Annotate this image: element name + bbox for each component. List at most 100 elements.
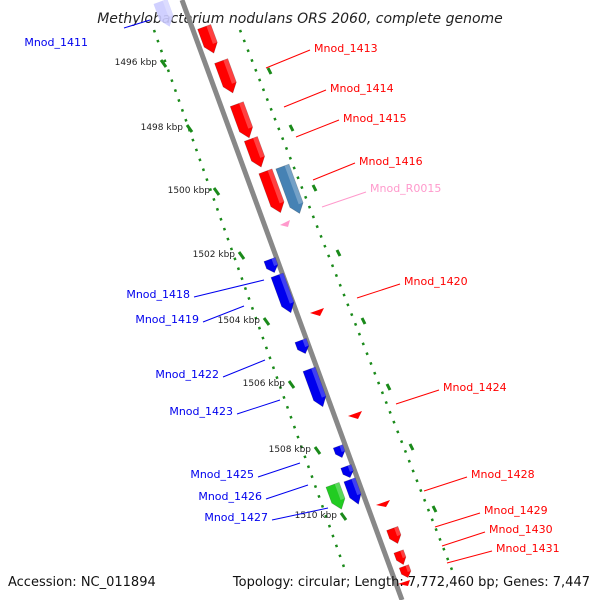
gene-label[interactable]: Mnod_1430 <box>489 523 553 536</box>
gene-1424-marker[interactable] <box>348 411 362 419</box>
gene-1416-feature-shape <box>258 168 285 214</box>
gene-leader-line <box>283 89 327 108</box>
gene-1420-marker[interactable] <box>310 308 324 316</box>
ruler-tick <box>408 443 415 451</box>
kbp-tick <box>313 446 322 455</box>
gene-1430-feature[interactable] <box>393 549 408 567</box>
gene-1419-feature-shape <box>270 272 295 314</box>
gene-label[interactable]: Mnod_1411 <box>24 36 88 49</box>
gene-1414-feature-shape <box>214 58 237 94</box>
gene-1414-feature[interactable] <box>214 58 240 96</box>
gene-1416-feature-highlight <box>267 168 285 204</box>
kbp-label: 1502 kbp <box>193 250 236 260</box>
gene-label[interactable]: Mnod_1418 <box>126 288 190 301</box>
gene-label[interactable]: Mnod_1422 <box>155 368 219 381</box>
ruler-tick <box>385 383 392 391</box>
gene-1429-feature-highlight <box>394 526 401 537</box>
gene-label[interactable]: Mnod_R0015 <box>370 182 441 195</box>
gene-1419-feature[interactable] <box>270 272 297 315</box>
gene-1415b-feature[interactable] <box>243 136 267 170</box>
gene-1413-feature-highlight <box>206 24 218 44</box>
kbp-label: 1496 kbp <box>115 58 158 68</box>
gene-label[interactable]: Mnod_1429 <box>484 504 548 517</box>
gene-1418-feature-shape <box>263 256 279 273</box>
gene-label[interactable]: Mnod_1427 <box>204 511 268 524</box>
gene-leader-line <box>356 283 401 299</box>
kbp-tick <box>159 59 168 68</box>
kbp-label: 1504 kbp <box>218 316 261 326</box>
gene-leader-line <box>295 119 340 138</box>
gene-1426-feature-shape <box>343 477 362 505</box>
gene-1413-feature[interactable] <box>197 24 221 55</box>
gene-1423-feature-highlight <box>311 366 326 398</box>
gene-1422-feature-shape <box>294 337 310 354</box>
gene-label[interactable]: Mnod_1416 <box>359 155 423 168</box>
gene-leader-line <box>265 484 309 500</box>
gene-R0015-feature-highlight <box>284 164 304 205</box>
gene-label[interactable]: Mnod_1413 <box>314 42 378 55</box>
topology-text: Topology: circular; Length: 7,772,460 bp… <box>232 575 590 590</box>
gene-leader-line <box>321 191 367 208</box>
gene-1429-feature-shape <box>386 526 402 544</box>
kbp-tick <box>262 317 271 326</box>
gene-1425-feature[interactable] <box>332 444 347 460</box>
kbp-label: 1498 kbp <box>141 123 184 133</box>
gene-R0015-feature[interactable] <box>275 163 306 216</box>
gene-1423-feature-shape <box>302 366 327 408</box>
gene-1422-feature[interactable] <box>294 337 311 355</box>
gene-1431-feature[interactable] <box>398 564 413 580</box>
gene-label[interactable]: Mnod_1423 <box>169 405 233 418</box>
ruler-tick <box>360 317 367 325</box>
gene-leader-line <box>434 512 481 528</box>
ruler-tick <box>288 124 295 132</box>
gene-1418-feature-highlight <box>271 257 278 266</box>
gene-label[interactable]: Mnod_1425 <box>190 468 254 481</box>
gene-label[interactable]: Mnod_1426 <box>198 490 262 503</box>
gene-1431-feature-shape <box>398 564 412 579</box>
gene-label[interactable]: Mnod_1431 <box>496 542 560 555</box>
gene-1415b-feature-highlight <box>253 136 265 158</box>
gene-label[interactable]: Mnod_1419 <box>135 313 199 326</box>
kbp-tick <box>339 512 348 521</box>
right-ruler <box>238 29 454 571</box>
gene-leader-line <box>123 19 151 29</box>
gene-1416-feature[interactable] <box>258 168 287 215</box>
gene-1427-feature-shape <box>325 481 346 510</box>
kbp-label: 1500 kbp <box>168 186 211 196</box>
gene-1411-feature-highlight <box>162 0 173 17</box>
gene-leader-line <box>236 399 281 415</box>
map-title: Methylobacterium nodulans ORS 2060, comp… <box>97 11 503 27</box>
gene-leader-line <box>446 550 493 564</box>
gene-1411-feature[interactable] <box>153 0 176 29</box>
gene-1415-feature[interactable] <box>229 101 256 141</box>
gene-leader-line <box>423 476 468 492</box>
gene-leader-line <box>257 462 301 478</box>
gene-label[interactable]: Mnod_1428 <box>471 468 535 481</box>
gene-1415-feature-shape <box>229 101 253 139</box>
gene-1423-feature[interactable] <box>302 366 329 409</box>
gene-1431-marker[interactable] <box>398 580 410 586</box>
gene-1411-feature-shape <box>153 0 174 27</box>
gene-1426a-feature[interactable] <box>340 464 355 479</box>
ruler-tick <box>311 184 318 192</box>
gene-1426-feature[interactable] <box>343 477 364 507</box>
gene-1428-marker[interactable] <box>376 500 390 507</box>
gene-label[interactable]: Mnod_1424 <box>443 381 507 394</box>
gene-1429-feature[interactable] <box>386 526 404 545</box>
gene-leader-line <box>265 49 311 69</box>
gene-leader-line <box>395 389 440 405</box>
gene-1419-feature-highlight <box>279 272 294 304</box>
gene-label[interactable]: Mnod_1420 <box>404 275 468 288</box>
gene-1415-feature-highlight <box>238 101 253 129</box>
gene-leader-line <box>441 531 486 547</box>
gene-label[interactable]: Mnod_1415 <box>343 112 407 125</box>
gene-1426a-feature-shape <box>340 464 354 479</box>
gene-1427-feature[interactable] <box>325 481 348 511</box>
gene-label[interactable]: Mnod_1414 <box>330 82 394 95</box>
kbp-tick <box>237 251 246 260</box>
gene-R0015-marker[interactable] <box>280 220 290 227</box>
gene-1425-feature-highlight <box>339 444 345 452</box>
gene-leader-line <box>222 359 266 378</box>
gene-1418-feature[interactable] <box>263 256 280 274</box>
